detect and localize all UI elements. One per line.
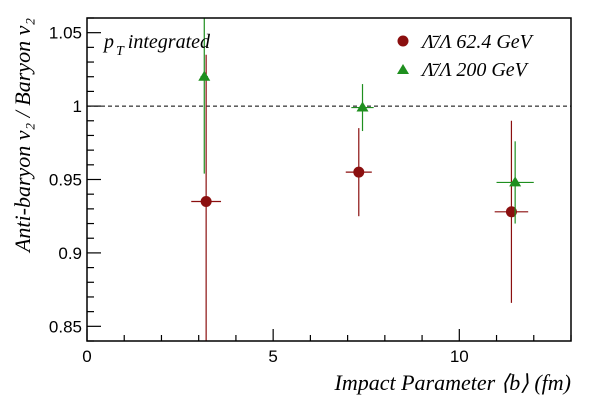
y-tick-label: 1 [73,97,82,116]
x-tick-label: 0 [82,347,91,366]
x-tick-label: 10 [450,347,469,366]
y-tick-label: 0.85 [49,317,82,336]
y-axis-title: Anti-baryon v₂ / Baryon v₂ [10,18,35,254]
data-layer [191,18,534,341]
x-axis-title: Impact Parameter ⟨b⟩ (fm) [334,370,572,395]
data-point [353,166,365,178]
data-point [356,101,369,112]
y-tick-label: 0.9 [58,244,82,263]
tick-layer: 0 5 10 0.85 0.9 0.95 1 1.05 [49,17,572,366]
x-tick-label: 5 [268,347,277,366]
y-tick-label: 1.05 [49,24,82,43]
data-point [509,176,522,187]
legend: Λ̄/Λ 62.4 GeV Λ̄/Λ 200 GeV [397,31,535,81]
series-0 [191,54,529,341]
legend-label-62-gev: Λ̄/Λ 62.4 GeV [420,31,535,53]
legend-label-200-gev: Λ̄/Λ 200 GeV [420,59,530,81]
series-1 [198,18,534,224]
data-point [200,196,212,208]
data-point [198,70,211,81]
legend-marker-62-gev [397,35,409,47]
data-point [505,206,517,218]
legend-marker-200-gev [397,64,409,74]
y-tick-label: 0.95 [49,171,82,190]
